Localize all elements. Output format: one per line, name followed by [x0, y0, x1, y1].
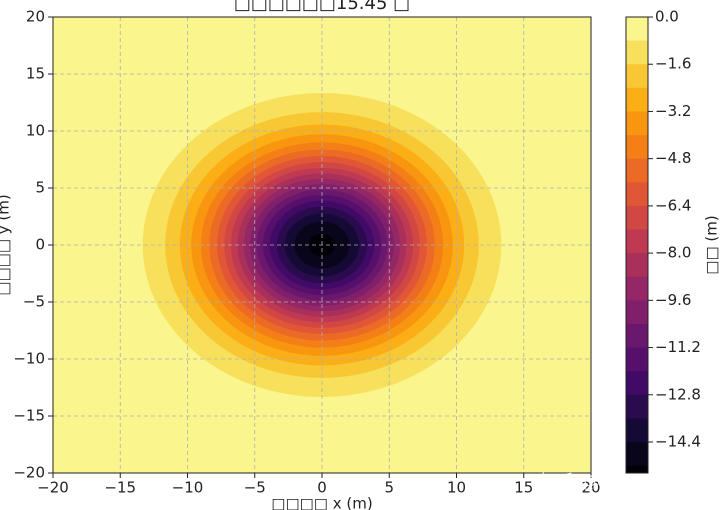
- y-tick-label: 20: [26, 8, 45, 26]
- colorbar-tick-label: −14.4: [655, 433, 701, 451]
- colorbar-band: [626, 253, 648, 278]
- y-axis-label: □□□□ y (m): [0, 194, 13, 295]
- overlay: −20 −15 −10 −5 0 5 10 15 20 −20 −15 −10 −5 0 5 10 15 20: [13, 8, 600, 497]
- x-tick-label: 20: [581, 479, 600, 497]
- colorbar-band: [626, 442, 648, 467]
- x-tick-label: 10: [447, 479, 466, 497]
- colorbar-tick-label: −12.8: [655, 385, 701, 403]
- x-tick-label: −20: [37, 479, 69, 497]
- colorbar-tick-label: −6.4: [655, 196, 691, 214]
- colorbar-tick-label: 0.0: [655, 8, 679, 26]
- colorbar-band: [626, 17, 648, 42]
- y-tick-label: 5: [35, 179, 45, 197]
- x-axis-label: □□□□ x (m): [271, 495, 372, 510]
- colorbar-label: □□ (m): [703, 215, 720, 274]
- y-tick-label: 10: [26, 122, 45, 140]
- colorbar-tick-label: −8.0: [655, 244, 691, 262]
- colorbar-band: [626, 229, 648, 254]
- y-tick-label: −15: [13, 407, 45, 425]
- y-tick-label: 0: [35, 236, 45, 254]
- chart-title: □□□□□□15.45 □: [234, 0, 410, 14]
- y-tick-label: −10: [13, 350, 45, 368]
- y-tick-label: −20: [13, 464, 45, 482]
- plot-area: [53, 17, 591, 473]
- colorbar-tick-label: −4.8: [655, 149, 691, 167]
- colorbar-band: [626, 465, 648, 474]
- colorbar-band: [626, 300, 648, 325]
- colorbar-band: [626, 182, 648, 207]
- colorbar-band: [626, 135, 648, 160]
- colorbar-band: [626, 205, 648, 230]
- plot-frame: [52, 16, 592, 474]
- colorbar-band: [626, 418, 648, 443]
- x-tick-label: 15: [514, 479, 533, 497]
- x-tick-label: 0: [317, 479, 327, 497]
- colorbar-tick-label: −9.6: [655, 291, 691, 309]
- colorbar-tick-label: −3.2: [655, 102, 691, 120]
- colorbar-band: [626, 87, 648, 112]
- colorbar-frame: [625, 16, 649, 474]
- colorbar-tick-label: −1.6: [655, 55, 691, 73]
- colorbar-band: [626, 64, 648, 89]
- colorbar-band: [626, 394, 648, 419]
- x-tick-label: −10: [172, 479, 204, 497]
- colorbar-band: [626, 158, 648, 183]
- y-tick-label: −5: [23, 293, 45, 311]
- y-tick-label: 15: [26, 65, 45, 83]
- colorbar-band: [626, 323, 648, 348]
- x-tick-label: −5: [244, 479, 266, 497]
- x-tick-label: 5: [384, 479, 394, 497]
- watermark: 知乎 @Ubuntu1904: [540, 472, 702, 492]
- colorbar-band: [626, 40, 648, 65]
- x-tick-label: −15: [104, 479, 136, 497]
- colorbar-band: [626, 276, 648, 301]
- colorbar-band: [626, 371, 648, 396]
- colorbar-band: [626, 111, 648, 136]
- colorbar-band: [626, 347, 648, 372]
- colorbar-tick-label: −11.2: [655, 338, 701, 356]
